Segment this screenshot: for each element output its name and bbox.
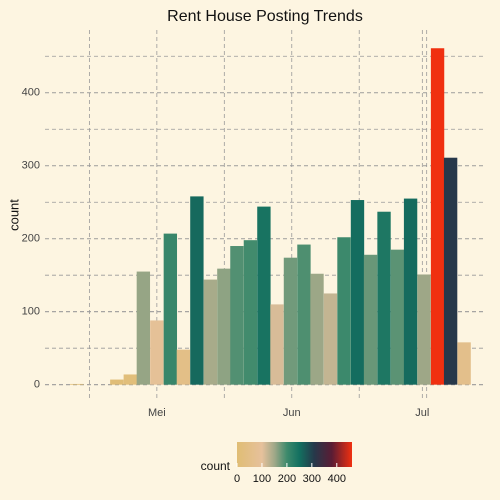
y-tick-label: 0: [34, 379, 40, 391]
bar: [323, 293, 338, 385]
bar: [390, 249, 405, 385]
bar: [110, 379, 124, 385]
legend-tick-label: 400: [328, 473, 346, 485]
bar: [403, 198, 418, 385]
bar: [217, 268, 231, 385]
bar: [70, 383, 84, 385]
bar: [190, 196, 204, 385]
bar: [337, 237, 351, 385]
bar: [136, 271, 151, 385]
bar: [283, 257, 298, 385]
bar: [377, 211, 391, 385]
bar: [310, 273, 324, 385]
legend-colorbar: [237, 442, 352, 467]
bar: [257, 206, 271, 385]
bar: [270, 304, 284, 385]
y-tick-label: 200: [22, 233, 40, 245]
bar: [350, 200, 365, 385]
y-tick-label: 100: [22, 306, 40, 318]
bar: [203, 279, 218, 385]
chart-title: Rent House Posting Trends: [167, 8, 363, 25]
bar: [297, 244, 311, 385]
bar: [230, 246, 244, 385]
bar: [363, 254, 378, 385]
bar: [150, 320, 164, 385]
legend-tick-label: 300: [303, 473, 321, 485]
y-tick-label: 400: [22, 87, 40, 99]
bar: [163, 233, 178, 385]
x-tick-label: Mei: [148, 407, 166, 419]
legend-tick-label: 100: [253, 473, 271, 485]
y-axis-label: count: [6, 199, 21, 231]
x-tick-label: Jul: [415, 407, 429, 419]
bar: [176, 349, 191, 385]
bar: [457, 342, 471, 385]
bar: [417, 274, 431, 385]
bar: [243, 240, 258, 385]
legend-tick-label: 200: [278, 473, 296, 485]
x-tick-label: Jun: [283, 407, 301, 419]
bar: [123, 374, 137, 385]
bar: [430, 48, 445, 385]
legend-title: count: [201, 459, 231, 473]
y-tick-label: 300: [22, 160, 40, 172]
bar: [443, 157, 458, 385]
legend-tick-label: 0: [234, 473, 240, 485]
